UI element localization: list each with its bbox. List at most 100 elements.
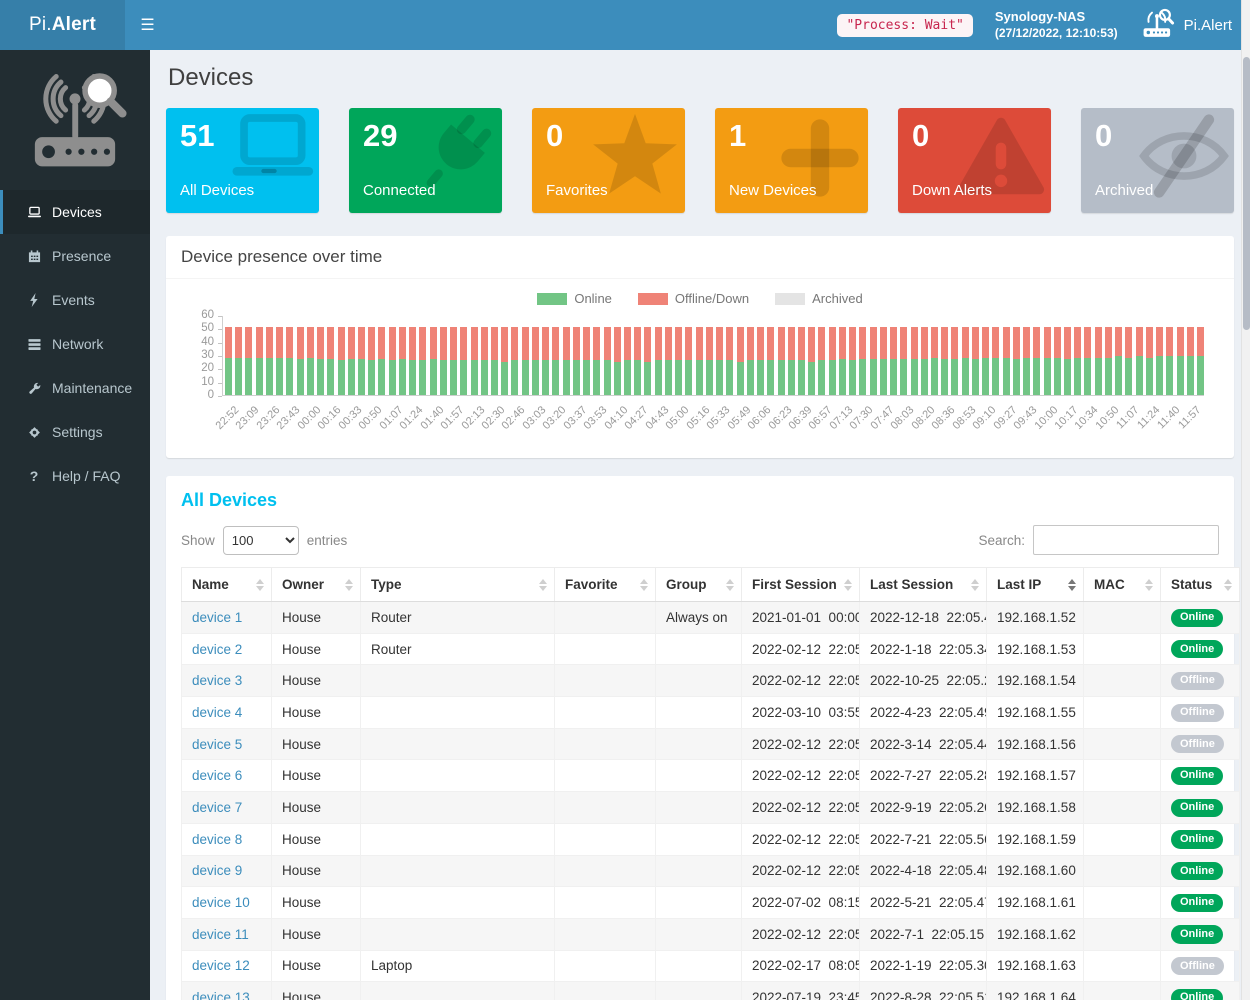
column-header-status[interactable]: Status bbox=[1160, 567, 1240, 602]
legend-label: Offline/Down bbox=[674, 291, 750, 306]
cell-owner: House bbox=[271, 791, 361, 824]
legend-item-archived[interactable]: Archived bbox=[775, 291, 863, 306]
cell-last-session: 2022-8-28 22:05.51 bbox=[859, 981, 987, 1000]
status-badge: Offline bbox=[1171, 957, 1224, 976]
chart-bar bbox=[654, 327, 662, 395]
cell-type bbox=[360, 917, 555, 951]
column-header-last-session[interactable]: Last Session bbox=[859, 567, 987, 602]
sidebar-item-devices[interactable]: Devices bbox=[0, 190, 150, 234]
sidebar: Devices Presence Events Network Maintenance S… bbox=[0, 50, 150, 1000]
page-scrollbar[interactable] bbox=[1241, 0, 1250, 1000]
device-link[interactable]: device 13 bbox=[192, 990, 250, 1000]
cell-group bbox=[655, 949, 742, 983]
sidebar-item-maintenance[interactable]: Maintenance bbox=[0, 366, 150, 410]
app-logo[interactable]: Pi. Alert bbox=[0, 0, 125, 50]
device-link[interactable]: device 2 bbox=[192, 641, 243, 657]
y-tick-label: 10 bbox=[201, 375, 214, 388]
cell-type bbox=[360, 664, 555, 698]
chart-bar bbox=[797, 327, 805, 395]
cell-mac bbox=[1083, 981, 1161, 1000]
chart-bar bbox=[255, 327, 263, 395]
host-name: Synology-NAS bbox=[994, 9, 1086, 25]
summary-box-new-devices[interactable]: 1 New Devices bbox=[715, 108, 868, 213]
chart-bar bbox=[450, 327, 458, 395]
summary-box-connected[interactable]: 29 Connected bbox=[349, 108, 502, 213]
cell-status: Online bbox=[1160, 601, 1240, 634]
chart-bar bbox=[572, 327, 580, 395]
column-header-type[interactable]: Type bbox=[360, 567, 555, 602]
chart-bar bbox=[470, 327, 478, 395]
sidebar-item-settings[interactable]: Settings bbox=[0, 410, 150, 454]
cell-last-session: 2022-4-18 22:05.48 bbox=[859, 854, 987, 888]
device-link[interactable]: device 3 bbox=[192, 673, 243, 689]
page-length-select[interactable]: 100 bbox=[222, 525, 299, 555]
device-link[interactable]: device 11 bbox=[192, 926, 249, 942]
device-link[interactable]: device 6 bbox=[192, 768, 243, 784]
status-badge: Offline bbox=[1171, 671, 1224, 691]
column-header-owner[interactable]: Owner bbox=[271, 567, 361, 602]
x-tick-label: 06:23 bbox=[766, 404, 794, 432]
laptop-icon bbox=[24, 206, 44, 219]
plus-icon bbox=[774, 112, 866, 209]
cell-last-ip: 192.168.1.63 bbox=[986, 949, 1084, 983]
search-input[interactable] bbox=[1033, 525, 1219, 555]
column-header-group[interactable]: Group bbox=[655, 567, 742, 602]
cell-status: Offline bbox=[1160, 949, 1240, 983]
cell-first-session: 2022-02-12 22:05 bbox=[741, 632, 860, 666]
device-link[interactable]: device 7 bbox=[192, 799, 243, 815]
column-header-last-ip[interactable]: Last IP bbox=[986, 567, 1084, 602]
summary-label: Archived bbox=[1095, 182, 1154, 199]
legend-item-offline-down[interactable]: Offline/Down bbox=[637, 291, 750, 306]
device-link[interactable]: device 9 bbox=[192, 863, 243, 879]
y-tick-label: 40 bbox=[201, 335, 214, 348]
column-header-favorite[interactable]: Favorite bbox=[554, 567, 656, 602]
cell-type: Router bbox=[360, 601, 555, 634]
brand-link[interactable]: Pi.Alert bbox=[1140, 8, 1232, 42]
pialert-logo-icon bbox=[1140, 8, 1176, 42]
column-header-mac[interactable]: MAC bbox=[1083, 567, 1161, 602]
summary-count: 0 bbox=[1095, 118, 1113, 153]
summary-label: Down Alerts bbox=[912, 182, 993, 199]
chart-bar bbox=[286, 327, 294, 395]
devices-table-box: All Devices Show 100 entries Search: Nam… bbox=[166, 476, 1240, 1000]
device-link[interactable]: device 8 bbox=[192, 831, 243, 847]
chart-bar bbox=[961, 327, 969, 395]
sidebar-item-presence[interactable]: Presence bbox=[0, 234, 150, 278]
device-link[interactable]: device 5 bbox=[192, 736, 243, 752]
device-link[interactable]: device 4 bbox=[192, 704, 243, 720]
cell-owner: House bbox=[271, 886, 361, 919]
sidebar-item-label: Devices bbox=[52, 204, 102, 220]
summary-box-archived[interactable]: 0 Archived bbox=[1081, 108, 1234, 213]
summary-count: 0 bbox=[546, 118, 564, 153]
sidebar-item-events[interactable]: Events bbox=[0, 278, 150, 322]
summary-count: 29 bbox=[363, 118, 398, 153]
sort-both-icon bbox=[539, 578, 547, 591]
column-header-name[interactable]: Name bbox=[181, 567, 272, 602]
chart-bar bbox=[1063, 327, 1071, 395]
cell-name: device 13 bbox=[181, 981, 272, 1000]
chart-bar bbox=[879, 327, 887, 395]
status-badge: Online bbox=[1171, 640, 1224, 659]
device-link[interactable]: device 10 bbox=[192, 895, 250, 911]
sidebar-item-help-faq[interactable]: ? Help / FAQ bbox=[0, 454, 150, 498]
hamburger-icon[interactable]: ☰ bbox=[140, 17, 155, 34]
warning-icon bbox=[953, 112, 1049, 205]
column-header-first-session[interactable]: First Session bbox=[741, 567, 860, 602]
summary-box-favorites[interactable]: 0 Favorites bbox=[532, 108, 685, 213]
summary-box-down-alerts[interactable]: 0 Down Alerts bbox=[898, 108, 1051, 213]
cell-type bbox=[360, 981, 555, 1000]
chart-bar bbox=[838, 327, 846, 395]
summary-count: 1 bbox=[729, 118, 747, 153]
device-link[interactable]: device 1 bbox=[192, 609, 243, 625]
cell-name: device 8 bbox=[181, 822, 272, 856]
sidebar-item-network[interactable]: Network bbox=[0, 322, 150, 366]
legend-item-online[interactable]: Online bbox=[537, 291, 612, 306]
cell-status: Online bbox=[1160, 632, 1240, 666]
cell-name: device 7 bbox=[181, 791, 272, 824]
cell-name: device 10 bbox=[181, 886, 272, 919]
device-link[interactable]: device 12 bbox=[192, 958, 250, 974]
scrollbar-thumb[interactable] bbox=[1243, 57, 1250, 330]
cell-type bbox=[360, 791, 555, 824]
cell-group bbox=[655, 727, 742, 761]
summary-box-all-devices[interactable]: 51 All Devices bbox=[166, 108, 319, 213]
